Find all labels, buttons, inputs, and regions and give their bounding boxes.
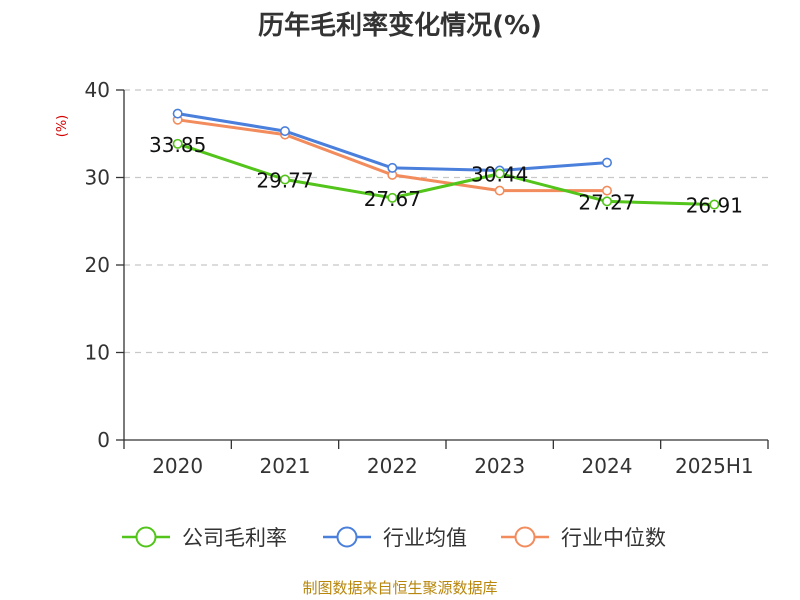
legend-label[interactable]: 公司毛利率 [182, 526, 287, 550]
data-labels: 33.85 29.77 27.67 30.44 27.27 26.91 [149, 133, 743, 218]
data-label: 29.77 [256, 169, 313, 193]
chart-title: 历年毛利率变化情况(%) [258, 10, 542, 41]
data-label: 30.44 [471, 163, 528, 187]
x-tick-label: 2025H1 [675, 454, 754, 478]
x-tick-label: 2020 [152, 454, 203, 478]
data-point[interactable] [601, 185, 612, 196]
data-point[interactable] [387, 162, 398, 173]
y-tick-label: 40 [85, 78, 110, 102]
data-point[interactable] [494, 185, 505, 196]
y-tick-label: 10 [85, 341, 110, 365]
data-point[interactable] [709, 199, 720, 210]
data-point[interactable] [279, 174, 290, 185]
data-point[interactable] [601, 157, 612, 168]
x-tick-label: 2023 [474, 454, 525, 478]
x-tick-label: 2022 [367, 454, 418, 478]
legend-label[interactable]: 行业均值 [383, 526, 467, 550]
data-label: 27.67 [364, 187, 421, 211]
legend-marker[interactable] [336, 526, 358, 548]
legend-marker[interactable] [514, 526, 536, 548]
source-note: 制图数据来自恒生聚源数据库 [302, 579, 497, 597]
data-point[interactable] [494, 168, 505, 179]
y-ticks: 0 10 20 30 40 [85, 78, 124, 452]
series-line-2 [176, 118, 609, 193]
data-label: 26.91 [686, 194, 743, 218]
data-point[interactable] [172, 108, 183, 119]
data-label: 33.85 [149, 133, 206, 157]
x-tick-label: 2021 [260, 454, 311, 478]
y-tick-label: 0 [97, 428, 110, 452]
x-ticks: 2020 2021 2022 2023 2024 2025H1 [123, 440, 769, 478]
gridlines [124, 89, 768, 354]
y-tick-label: 20 [85, 253, 110, 277]
data-point[interactable] [601, 196, 612, 207]
data-point[interactable] [279, 126, 290, 137]
legend-marker[interactable] [135, 526, 157, 548]
data-point[interactable] [387, 192, 398, 203]
data-label: 27.27 [578, 190, 635, 214]
legend-label[interactable]: 行业中位数 [561, 526, 666, 550]
legend: 公司毛利率 行业均值 行业中位数 [122, 526, 666, 550]
x-tick-label: 2024 [582, 454, 633, 478]
series-line-1 [176, 112, 609, 172]
data-point[interactable] [172, 138, 183, 149]
y-tick-label: 30 [85, 166, 110, 190]
series-line-0 [176, 142, 716, 206]
y-axis-label: (%) [55, 115, 70, 138]
series-group [172, 108, 720, 210]
